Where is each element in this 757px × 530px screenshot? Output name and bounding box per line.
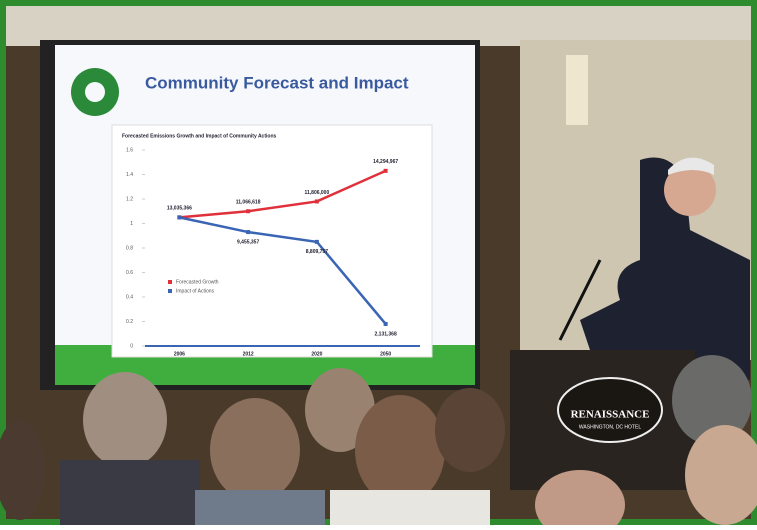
marker (246, 209, 250, 213)
x-tick-label: 2050 (380, 351, 391, 357)
marker (384, 169, 388, 173)
y-tick-label: 0.8 (126, 245, 133, 251)
head (210, 398, 300, 502)
body (330, 490, 490, 525)
photo: Community Forecast and Impact Forecasted… (0, 0, 757, 525)
head (435, 388, 505, 472)
data-label: 13,035,366 (167, 206, 192, 212)
slide-title: Community Forecast and Impact (145, 73, 409, 92)
legend-swatch (168, 289, 172, 293)
marker (315, 240, 319, 244)
legend-swatch (168, 280, 172, 284)
marker (177, 215, 181, 219)
y-tick-label: 0 (130, 343, 133, 349)
y-tick-label: 0.4 (126, 294, 133, 300)
podium-subtitle: WASHINGTON, DC HOTEL (579, 424, 641, 430)
legend-label: Forecasted Growth (176, 279, 219, 285)
head (83, 372, 167, 468)
sconce (566, 55, 588, 125)
x-tick-label: 2020 (311, 351, 322, 357)
y-tick-label: 1.2 (126, 196, 133, 202)
data-label: 2,131,368 (375, 331, 397, 337)
x-tick-label: 2012 (243, 351, 254, 357)
data-label: 14,294,967 (373, 159, 398, 165)
body (195, 490, 325, 525)
y-tick-label: 1 (130, 221, 133, 227)
chart-title: Forecasted Emissions Growth and Impact o… (122, 133, 277, 139)
marker (384, 322, 388, 326)
marker (246, 230, 250, 234)
y-tick-label: 1.4 (126, 172, 133, 178)
head (355, 395, 445, 505)
data-label: 11,066,618 (236, 200, 261, 206)
data-label: 9,455,357 (237, 239, 259, 245)
y-tick-label: 0.6 (126, 270, 133, 276)
data-label: 8,809,757 (306, 249, 328, 255)
body (60, 460, 200, 525)
marker (315, 199, 319, 203)
x-tick-label: 2006 (174, 351, 185, 357)
y-tick-label: 1.6 (126, 147, 133, 153)
podium-name: RENAISSANCE (571, 409, 650, 421)
data-label: 11,806,000 (305, 190, 330, 196)
y-tick-label: 0.2 (126, 319, 133, 325)
legend-label: Impact of Actions (176, 288, 215, 294)
logo-center (85, 82, 105, 102)
